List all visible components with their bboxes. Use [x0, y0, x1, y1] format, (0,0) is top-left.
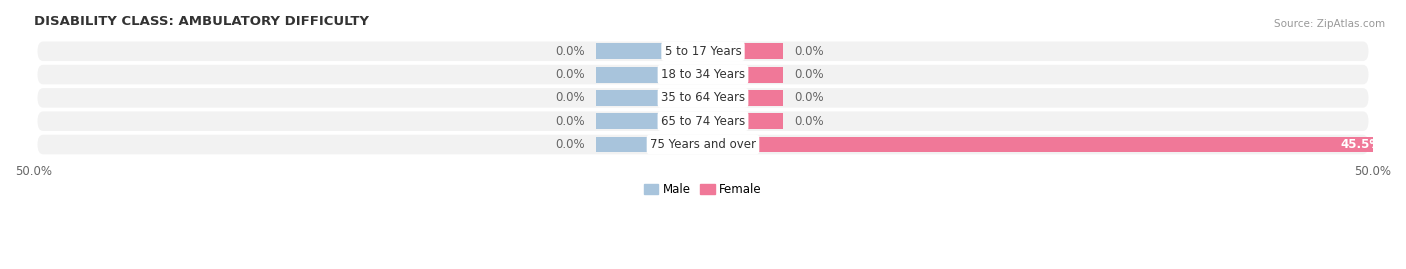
Bar — [596, 43, 703, 59]
Text: 45.5%: 45.5% — [1341, 138, 1382, 151]
Text: 75 Years and over: 75 Years and over — [650, 138, 756, 151]
FancyBboxPatch shape — [38, 65, 1368, 84]
Bar — [703, 90, 783, 106]
FancyBboxPatch shape — [38, 88, 1368, 108]
Text: 0.0%: 0.0% — [555, 115, 585, 128]
Bar — [596, 90, 703, 106]
FancyBboxPatch shape — [38, 41, 1368, 61]
FancyBboxPatch shape — [38, 135, 1368, 154]
Text: 0.0%: 0.0% — [555, 138, 585, 151]
Text: Source: ZipAtlas.com: Source: ZipAtlas.com — [1274, 19, 1385, 29]
FancyBboxPatch shape — [38, 111, 1368, 131]
Text: 18 to 34 Years: 18 to 34 Years — [661, 68, 745, 81]
Text: 0.0%: 0.0% — [794, 68, 824, 81]
Text: 0.0%: 0.0% — [555, 45, 585, 58]
Bar — [703, 113, 783, 129]
Text: 0.0%: 0.0% — [794, 45, 824, 58]
Bar — [596, 67, 703, 83]
Text: 0.0%: 0.0% — [794, 115, 824, 128]
Bar — [703, 137, 1392, 153]
Bar — [703, 67, 783, 83]
Text: 0.0%: 0.0% — [555, 68, 585, 81]
Text: 0.0%: 0.0% — [555, 91, 585, 104]
Bar — [703, 43, 783, 59]
Bar — [596, 137, 703, 153]
Text: 0.0%: 0.0% — [794, 91, 824, 104]
Text: 65 to 74 Years: 65 to 74 Years — [661, 115, 745, 128]
Legend: Male, Female: Male, Female — [640, 178, 766, 201]
Bar — [596, 113, 703, 129]
Text: 35 to 64 Years: 35 to 64 Years — [661, 91, 745, 104]
Text: DISABILITY CLASS: AMBULATORY DIFFICULTY: DISABILITY CLASS: AMBULATORY DIFFICULTY — [34, 15, 368, 28]
Text: 5 to 17 Years: 5 to 17 Years — [665, 45, 741, 58]
